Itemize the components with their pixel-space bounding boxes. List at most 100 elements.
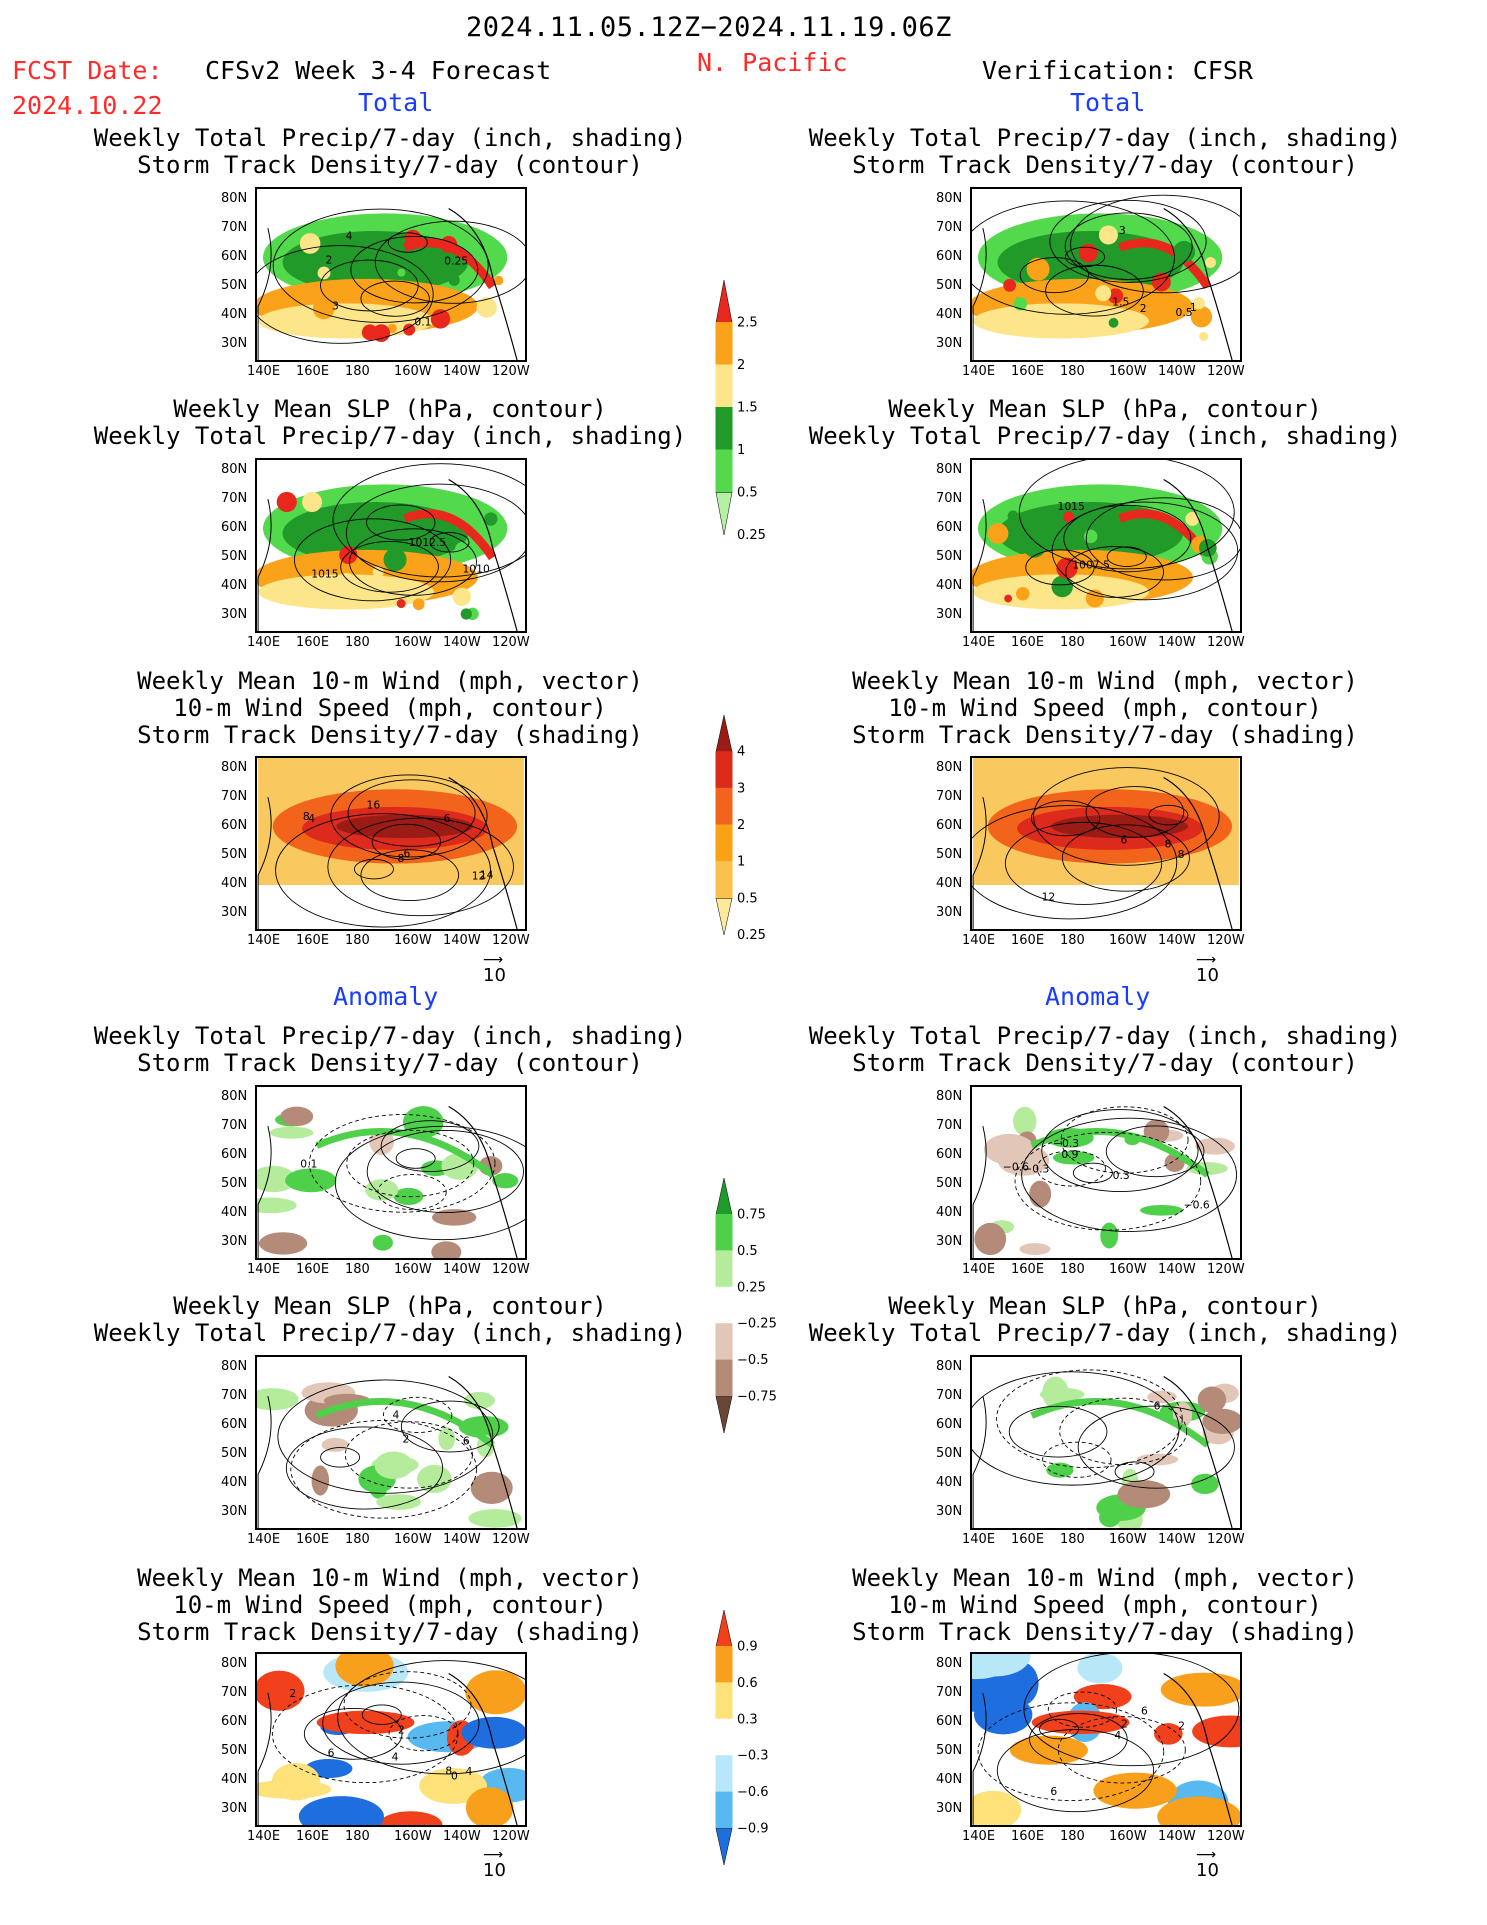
lat-tick-label: 60N [221, 249, 248, 264]
coastline [1163, 1376, 1233, 1528]
contour-line [308, 1114, 496, 1213]
contour-line [1045, 264, 1144, 317]
coastline [257, 1125, 272, 1258]
panel-title-ob-wind-anom: Weekly Mean 10-m Wind (mph, vector) 10-m … [790, 1565, 1420, 1646]
precip-blob [973, 303, 1149, 339]
coastline [448, 208, 518, 360]
lon-tick-label: 140W [443, 364, 481, 379]
lon-tick-label: 120W [1207, 1829, 1245, 1844]
lon-tick-label: 180 [1060, 933, 1085, 948]
contour-label: 8 [303, 810, 310, 823]
panel-title-line: 10-m Wind Speed (mph, contour) [888, 694, 1322, 722]
precip-cell [452, 587, 471, 606]
contour-label: 8 [1165, 838, 1172, 851]
colorbar-swatch [715, 449, 733, 493]
lon-tick-label: 160E [1011, 635, 1045, 650]
lon-tick-label: 160E [1011, 1532, 1045, 1547]
lat-tick-label: 60N [221, 1147, 248, 1162]
lat-tick-label: 60N [936, 818, 963, 833]
precip-cell [1013, 297, 1028, 311]
colorbar-label: 4 [737, 745, 745, 760]
contour-label: 2 [1140, 302, 1147, 315]
contour-line [1070, 194, 1240, 294]
contour-line [387, 232, 428, 253]
contour-label: 0 [451, 1770, 458, 1783]
contour-label: 1015 [311, 568, 338, 581]
map-panel-fc-precip-total: 0.1 4 3 2 0.25 [255, 187, 527, 362]
lat-tick-label: 30N [221, 607, 248, 622]
lat-tick-label: 70N [221, 789, 248, 804]
storm-anom-cell [1093, 1772, 1177, 1809]
lon-tick-label: 140E [247, 1262, 281, 1277]
contour-line [334, 1125, 525, 1241]
contour-label: 0.5 [1176, 306, 1193, 319]
anom-cell [1099, 1507, 1121, 1528]
colorbar-label: 0.6 [737, 1676, 758, 1691]
coastline [1163, 777, 1233, 929]
anom-cell [1042, 1376, 1069, 1409]
lon-tick-label: 120W [492, 1829, 530, 1844]
coastline [448, 479, 518, 631]
contour-line [345, 483, 525, 583]
lon-tick-label: 140W [1158, 1829, 1196, 1844]
coastline [972, 1395, 987, 1528]
precip-cell [404, 229, 422, 247]
contour-line [1004, 821, 1163, 905]
colorbar-swatch [715, 1645, 733, 1684]
coastline [257, 1395, 272, 1528]
lat-tick-label: 70N [221, 1685, 248, 1700]
lon-tick-label: 120W [1207, 635, 1245, 650]
lat-tick-label: 40N [221, 876, 248, 891]
lat-tick-label: 60N [221, 1714, 248, 1729]
lat-tick-label: 80N [221, 191, 248, 206]
coastline [972, 498, 987, 631]
contour-line [1042, 1441, 1112, 1478]
precip-cell [448, 274, 460, 286]
anom-cell [393, 1187, 424, 1206]
anom-cell [1052, 1150, 1095, 1165]
storm-anom-cell [335, 1654, 394, 1687]
contour-label: 8 [397, 852, 404, 865]
colorbar-label: −0.25 [737, 1317, 777, 1332]
precip-cell [302, 492, 323, 512]
contour-line [346, 1129, 475, 1198]
vector-arrow-icon: ⟶ [483, 1847, 504, 1863]
panel-title-line: 10-m Wind Speed (mph, contour) [888, 1591, 1322, 1619]
colorbar-label: −0.9 [737, 1822, 769, 1837]
colorbar-label: 2 [737, 818, 745, 833]
anom-cell [1197, 1386, 1227, 1413]
map-canvas: 1007.5 1015 [972, 460, 1240, 631]
contour-line [1023, 1654, 1240, 1767]
anom-cell [269, 1126, 314, 1139]
contour-label: 3 [332, 300, 339, 313]
lon-tick-label: 140E [962, 364, 996, 379]
panel-title-line: Storm Track Density/7-day (shading) [852, 1618, 1358, 1646]
lon-tick-label: 160W [1109, 1262, 1147, 1277]
contour-line [395, 1148, 436, 1169]
colorbar-swatch [715, 1213, 733, 1252]
contour-label: 2 [325, 253, 332, 266]
contour-line [347, 779, 476, 847]
lon-tick-label: 140W [443, 1532, 481, 1547]
lon-tick-label: 120W [492, 1532, 530, 1547]
precip-cell [987, 523, 1009, 544]
lon-tick-label: 180 [1060, 1532, 1085, 1547]
lon-tick-label: 180 [1060, 1262, 1085, 1277]
vector-ref-value: 10 [1196, 965, 1219, 986]
lon-tick-label: 140E [962, 933, 996, 948]
lat-tick-label: 50N [221, 549, 248, 564]
lat-tick-label: 60N [936, 1714, 963, 1729]
contour-label: −0.3 [1053, 1137, 1079, 1150]
lat-tick-label: 60N [221, 520, 248, 535]
contour-label: 4 [346, 229, 353, 242]
panel-title-ob-precip-total: Weekly Total Precip/7-day (inch, shading… [790, 125, 1420, 179]
lon-tick-label: 140W [443, 635, 481, 650]
lat-tick-label: 40N [221, 1772, 248, 1787]
lat-tick-label: 30N [936, 1504, 963, 1519]
storm-anom-cell [465, 1670, 525, 1715]
contour-line [360, 849, 460, 902]
precip-cell [1173, 240, 1196, 263]
lat-tick-label: 30N [936, 336, 963, 351]
precip-cell [299, 233, 321, 254]
